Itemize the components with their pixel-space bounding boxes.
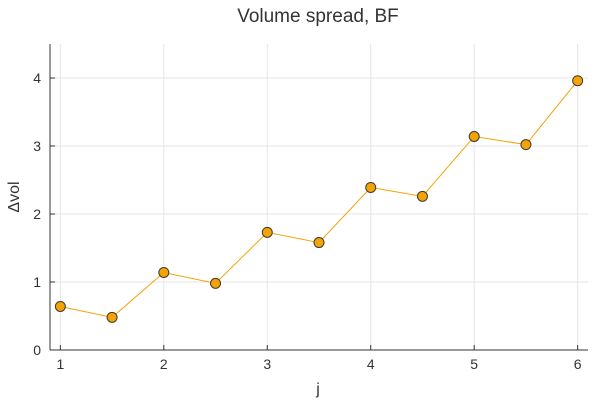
grid bbox=[50, 44, 588, 351]
data-point bbox=[416, 190, 428, 202]
y-tick-label: 3 bbox=[33, 138, 41, 154]
data-point bbox=[520, 139, 532, 151]
y-tick-label: 2 bbox=[33, 206, 41, 222]
series bbox=[54, 75, 584, 323]
x-tick-label: 5 bbox=[470, 356, 478, 372]
data-point bbox=[468, 130, 480, 142]
x-axis-label: j bbox=[315, 381, 320, 398]
x-tick-label: 3 bbox=[263, 356, 271, 372]
y-axis-label: Δvol bbox=[6, 181, 23, 212]
data-point bbox=[54, 300, 66, 312]
data-point bbox=[106, 311, 118, 323]
data-point bbox=[210, 277, 222, 289]
x-tick-label: 1 bbox=[56, 356, 64, 372]
x-tick-label: 4 bbox=[367, 356, 375, 372]
data-point bbox=[365, 181, 377, 193]
data-point bbox=[261, 226, 273, 238]
y-tick-label: 1 bbox=[33, 274, 41, 290]
data-point bbox=[313, 237, 325, 249]
data-point bbox=[572, 75, 584, 87]
x-tick-label: 6 bbox=[574, 356, 582, 372]
axes bbox=[49, 44, 588, 351]
data-point bbox=[158, 266, 170, 278]
x-tick-label: 2 bbox=[160, 356, 168, 372]
chart-title: Volume spread, BF bbox=[237, 6, 399, 27]
y-tick-label: 4 bbox=[33, 70, 41, 86]
y-tick-label: 0 bbox=[33, 342, 41, 358]
